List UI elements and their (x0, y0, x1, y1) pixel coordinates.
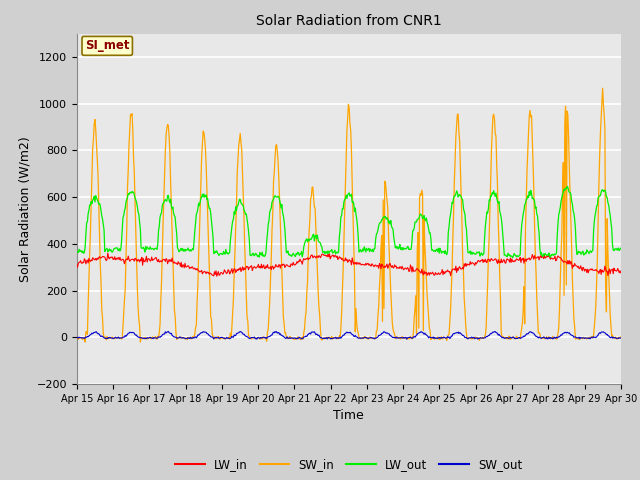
LW_out (509, 255, 516, 261)
Title: Solar Radiation from CNR1: Solar Radiation from CNR1 (256, 14, 442, 28)
LW_in (140, 256, 147, 262)
LW_in (213, 273, 221, 279)
LW_in (433, 271, 440, 277)
SW_in (81, 339, 89, 345)
SW_out (139, 336, 147, 341)
LW_out (223, 250, 230, 256)
Line: SW_in: SW_in (77, 88, 621, 342)
SW_in (195, 252, 202, 258)
X-axis label: Time: Time (333, 409, 364, 422)
SW_out (223, 336, 231, 341)
SW_out (83, 335, 90, 340)
LW_out (617, 245, 625, 251)
SW_out (195, 332, 202, 338)
LW_in (195, 267, 202, 273)
Line: SW_out: SW_out (77, 332, 621, 339)
SW_in (140, 335, 147, 341)
SW_out (403, 336, 410, 342)
SW_in (617, 334, 625, 340)
LW_out (194, 206, 202, 212)
Legend: LW_in, SW_in, LW_out, SW_out: LW_in, SW_in, LW_out, SW_out (170, 454, 527, 476)
SW_in (599, 85, 607, 91)
LW_out (431, 248, 438, 253)
LW_out (83, 220, 90, 226)
LW_out (415, 216, 422, 222)
LW_in (83, 258, 90, 264)
LW_out (139, 245, 147, 251)
Line: LW_in: LW_in (77, 253, 621, 276)
SW_out (164, 329, 172, 335)
SW_in (73, 335, 81, 341)
SW_out (433, 335, 440, 341)
Line: LW_out: LW_out (77, 187, 621, 258)
SW_out (617, 335, 625, 341)
SW_out (73, 335, 81, 341)
LW_out (73, 250, 81, 255)
LW_in (224, 267, 232, 273)
Y-axis label: Solar Radiation (W/m2): Solar Radiation (W/m2) (18, 136, 31, 282)
Text: SI_met: SI_met (85, 39, 129, 52)
LW_in (417, 269, 424, 275)
SW_in (416, 195, 424, 201)
SW_out (417, 329, 424, 335)
LW_out (563, 184, 571, 190)
LW_in (73, 262, 81, 267)
SW_in (431, 336, 439, 341)
LW_in (104, 250, 111, 256)
SW_in (84, 331, 92, 337)
LW_in (617, 270, 625, 276)
SW_in (223, 336, 231, 341)
